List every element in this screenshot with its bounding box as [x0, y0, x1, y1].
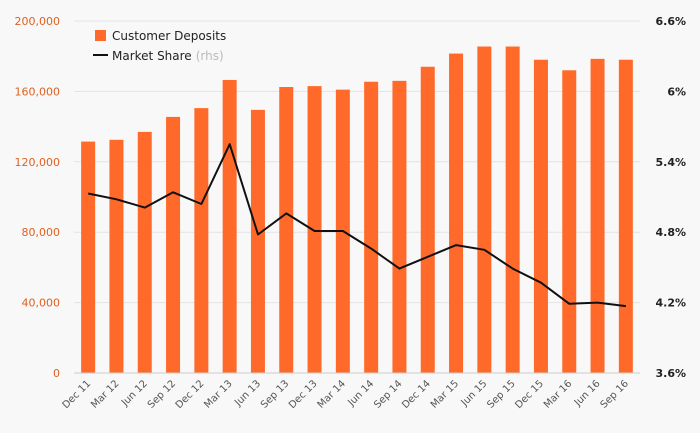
x-tick-label: Mar 12: [89, 378, 121, 410]
left-axis: 0 40,000 80,000 120,000 160,000 200,000: [15, 15, 61, 380]
bar-sep-16: [618, 59, 633, 373]
bar-sep-13: [279, 87, 294, 373]
bar-sep-15: [505, 46, 520, 374]
legend: Customer Deposits Market Share (rhs): [93, 29, 226, 63]
bar-jun-12: [137, 131, 152, 373]
legend-swatch-deposits: [95, 30, 106, 41]
bar-jun-14: [364, 81, 379, 373]
x-tick-label: Dec 11: [61, 378, 94, 411]
x-tick-label: Mar 15: [429, 378, 461, 410]
right-tick-label: 4.2%: [655, 297, 686, 310]
market-share-line-group: [87, 143, 627, 308]
x-tick-label: Dec 15: [513, 378, 546, 411]
right-axis: 3.6% 4.2% 4.8% 5.4% 6% 6.6%: [655, 15, 686, 380]
right-tick-label: 4.8%: [655, 226, 686, 239]
x-tick-label: Dec 14: [400, 378, 433, 411]
x-tick-label: Jun 14: [345, 378, 376, 409]
bar-jun-16: [590, 58, 605, 374]
left-tick-label: 120,000: [15, 156, 61, 169]
bar-dec-11: [81, 141, 96, 373]
legend-label-market-share: Market Share (rhs): [112, 49, 224, 63]
bar-mar-12: [109, 139, 124, 373]
legend-rhs-suffix: (rhs): [196, 49, 224, 63]
left-tick-label: 0: [53, 367, 60, 380]
x-tick-label: Dec 13: [287, 378, 320, 411]
x-tick-label: Jun 13: [232, 378, 263, 409]
x-tick-label: Sep 15: [485, 378, 517, 410]
market-share-line: [87, 143, 627, 308]
left-tick-label: 160,000: [15, 85, 61, 98]
bar-sep-14: [392, 80, 407, 373]
bar-mar-16: [562, 70, 577, 373]
x-tick-label: Mar 16: [542, 378, 574, 410]
x-tick-label: Jun 15: [459, 378, 490, 409]
x-tick-label: Sep 13: [259, 378, 291, 410]
left-tick-label: 40,000: [22, 297, 61, 310]
bar-dec-12: [194, 108, 209, 374]
right-tick-label: 5.4%: [655, 156, 686, 169]
x-tick-label: Sep 12: [146, 378, 178, 410]
x-tick-label: Dec 12: [174, 378, 207, 411]
bar-mar-15: [449, 53, 464, 374]
bar-dec-14: [420, 66, 435, 373]
left-tick-label: 80,000: [22, 226, 61, 239]
bar-jun-13: [250, 109, 265, 373]
bar-jun-15: [477, 46, 492, 374]
right-tick-label: 6%: [667, 85, 686, 98]
x-tick-label: Sep 16: [599, 378, 631, 410]
right-tick-label: 3.6%: [655, 367, 686, 380]
bar-dec-15: [533, 59, 548, 373]
x-tick-label: Sep 14: [372, 378, 404, 410]
gridlines: [74, 20, 640, 304]
legend-market-share-text: Market Share: [112, 49, 192, 63]
left-tick-label: 200,000: [15, 15, 61, 28]
x-tick-label: Mar 14: [316, 378, 348, 410]
bar-mar-13: [222, 79, 237, 374]
x-tick-label: Jun 16: [572, 378, 603, 409]
x-tick-label: Mar 13: [202, 378, 234, 410]
legend-label-deposits: Customer Deposits: [112, 29, 226, 43]
right-tick-label: 6.6%: [655, 15, 686, 28]
deposit-bars: [81, 46, 633, 374]
bar-dec-13: [307, 86, 322, 374]
x-tick-label: Jun 12: [119, 378, 150, 409]
bar-sep-12: [166, 116, 181, 374]
